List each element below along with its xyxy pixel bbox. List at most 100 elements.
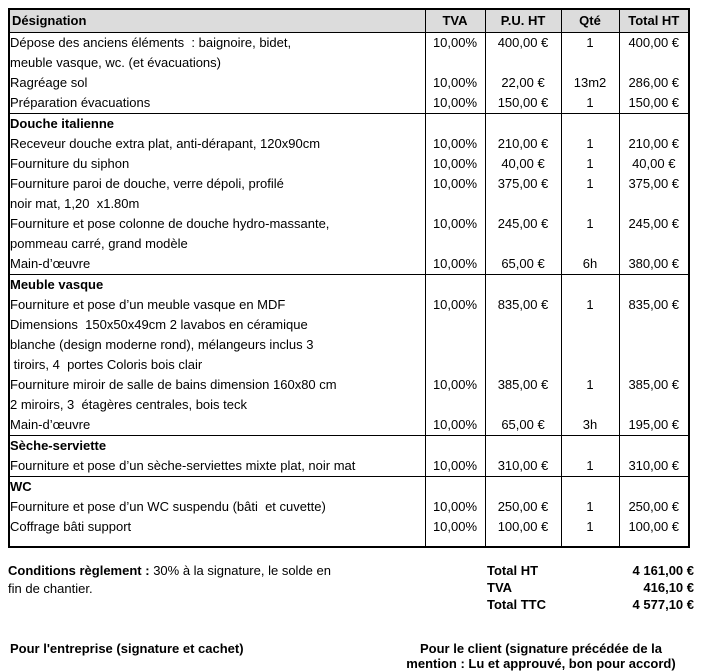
cell-tva: [424, 274, 486, 295]
cell-total-ht: 380,00 €: [618, 254, 690, 275]
section-row: WC: [8, 476, 690, 497]
cell-total-ht: [618, 113, 690, 134]
cell-pu-ht: 245,00 €: [484, 214, 562, 254]
cell-total-ht: [618, 476, 690, 497]
cell-designation: Fourniture du siphon: [8, 154, 426, 174]
cell-designation: Main-d’œuvre: [8, 415, 426, 436]
total-label: TVA: [487, 580, 513, 595]
cell-tva: 10,00%: [424, 174, 486, 214]
item-row: Fourniture et pose colonne de douche hyd…: [8, 214, 690, 254]
section-row: Meuble vasque: [8, 274, 690, 295]
cell-designation: Meuble vasque: [8, 274, 426, 295]
cell-total-ht: 286,00 €: [618, 73, 690, 93]
cell-pu-ht: 100,00 €: [484, 517, 562, 537]
cell-tva: 10,00%: [424, 73, 486, 93]
total-value: 4 161,00 €: [632, 563, 694, 578]
col-header-qte: Qté: [560, 9, 620, 33]
cell-empty: [618, 537, 690, 547]
cell-qte: 1: [560, 134, 620, 154]
totals-block: Total HT 4 161,00 € TVA 416,10 € Total TTC 4 …: [487, 562, 694, 613]
payment-conditions-text: 30% à la signature, le solde en fin de c…: [8, 563, 331, 596]
cell-empty: [424, 537, 486, 547]
cell-designation: Fourniture miroir de salle de bains dime…: [8, 375, 426, 415]
footer-row: Conditions règlement : 30% à la signatur…: [8, 562, 694, 613]
cell-tva: 10,00%: [424, 154, 486, 174]
cell-total-ht: [618, 435, 690, 456]
cell-pu-ht: 250,00 €: [484, 497, 562, 517]
cell-qte: [560, 274, 620, 295]
quote-table-body: Dépose des anciens éléments : baignoire,…: [8, 32, 690, 547]
cell-pu-ht: 375,00 €: [484, 174, 562, 214]
col-header-pu-ht: P.U. HT: [484, 9, 562, 33]
cell-designation: WC: [8, 476, 426, 497]
cell-tva: 10,00%: [424, 517, 486, 537]
cell-qte: 1: [560, 456, 620, 477]
cell-tva: [424, 435, 486, 456]
item-row: Main-d’œuvre 10,00% 65,00 €3h 195,00 €: [8, 415, 690, 436]
cell-qte: 1: [560, 517, 620, 537]
table-header-row: Désignation TVA P.U. HT Qté Total HT: [8, 9, 690, 33]
cell-tva: 10,00%: [424, 497, 486, 517]
spacer-row: [8, 537, 690, 547]
item-row: Fourniture et pose d’un meuble vasque en…: [8, 295, 690, 375]
cell-qte: 3h: [560, 415, 620, 436]
total-row: TVA 416,10 €: [487, 579, 694, 596]
cell-qte: 1: [560, 375, 620, 415]
cell-total-ht: 40,00 €: [618, 154, 690, 174]
cell-designation: Ragréage sol: [8, 73, 426, 93]
cell-pu-ht: 22,00 €: [484, 73, 562, 93]
cell-tva: [424, 113, 486, 134]
cell-pu-ht: [484, 476, 562, 497]
cell-total-ht: 210,00 €: [618, 134, 690, 154]
cell-pu-ht: 400,00 €: [484, 32, 562, 73]
item-row: Fourniture et pose d’un WC suspendu (bât…: [8, 497, 690, 517]
item-row: Fourniture et pose d’un sèche-serviettes…: [8, 456, 690, 477]
cell-designation: Dépose des anciens éléments : baignoire,…: [8, 32, 426, 73]
signature-client-label: Pour le client (signature précédée de la…: [406, 641, 676, 671]
cell-total-ht: 400,00 €: [618, 32, 690, 73]
payment-conditions-label: Conditions règlement :: [8, 563, 150, 578]
cell-empty: [560, 537, 620, 547]
cell-pu-ht: 835,00 €: [484, 295, 562, 375]
cell-qte: 6h: [560, 254, 620, 275]
cell-pu-ht: 65,00 €: [484, 415, 562, 436]
cell-qte: [560, 435, 620, 456]
cell-designation: Préparation évacuations: [8, 93, 426, 114]
item-row: Dépose des anciens éléments : baignoire,…: [8, 32, 690, 73]
total-value: 4 577,10 €: [632, 597, 694, 612]
cell-designation: Fourniture et pose d’un meuble vasque en…: [8, 295, 426, 375]
cell-total-ht: 150,00 €: [618, 93, 690, 114]
item-row: Main-d’œuvre 10,00% 65,00 €6h 380,00 €: [8, 254, 690, 275]
cell-designation: Sèche-serviette: [8, 435, 426, 456]
cell-total-ht: 195,00 €: [618, 415, 690, 436]
cell-tva: 10,00%: [424, 295, 486, 375]
cell-tva: [424, 476, 486, 497]
item-row: Fourniture miroir de salle de bains dime…: [8, 375, 690, 415]
cell-designation: Receveur douche extra plat, anti-dérapan…: [8, 134, 426, 154]
col-header-designation: Désignation: [8, 9, 426, 33]
cell-total-ht: 835,00 €: [618, 295, 690, 375]
cell-qte: 13m2: [560, 73, 620, 93]
cell-pu-ht: [484, 435, 562, 456]
cell-tva: 10,00%: [424, 214, 486, 254]
cell-total-ht: [618, 274, 690, 295]
cell-qte: 1: [560, 32, 620, 73]
cell-tva: 10,00%: [424, 134, 486, 154]
cell-designation: Fourniture et pose colonne de douche hyd…: [8, 214, 426, 254]
cell-qte: 1: [560, 497, 620, 517]
cell-designation: Douche italienne: [8, 113, 426, 134]
item-row: Préparation évacuations 10,00% 150,00 €1 15…: [8, 93, 690, 114]
cell-qte: [560, 113, 620, 134]
cell-qte: 1: [560, 93, 620, 114]
cell-total-ht: 385,00 €: [618, 375, 690, 415]
item-row: Fourniture du siphon 10,00% 40,00 €1 40,00 …: [8, 154, 690, 174]
item-row: Coffrage bâti support 10,00% 100,00 €1 100,…: [8, 517, 690, 537]
payment-conditions: Conditions règlement : 30% à la signatur…: [8, 562, 418, 613]
cell-tva: 10,00%: [424, 32, 486, 73]
cell-pu-ht: 40,00 €: [484, 154, 562, 174]
item-row: Fourniture paroi de douche, verre dépoli…: [8, 174, 690, 214]
section-row: Douche italienne: [8, 113, 690, 134]
cell-qte: 1: [560, 295, 620, 375]
cell-total-ht: 100,00 €: [618, 517, 690, 537]
